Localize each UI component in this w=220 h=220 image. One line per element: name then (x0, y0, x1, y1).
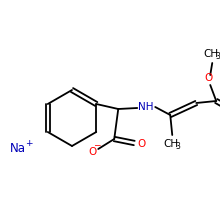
Text: O: O (137, 139, 145, 149)
Text: Na: Na (10, 141, 26, 154)
Text: O: O (204, 73, 212, 83)
Text: +: + (25, 139, 33, 147)
Text: O: O (88, 147, 96, 157)
Text: 3: 3 (215, 52, 220, 61)
Text: NH: NH (139, 102, 154, 112)
Text: CH: CH (204, 49, 219, 59)
Text: 3: 3 (175, 142, 180, 151)
Text: CH: CH (164, 139, 179, 149)
Text: −: − (94, 141, 101, 150)
